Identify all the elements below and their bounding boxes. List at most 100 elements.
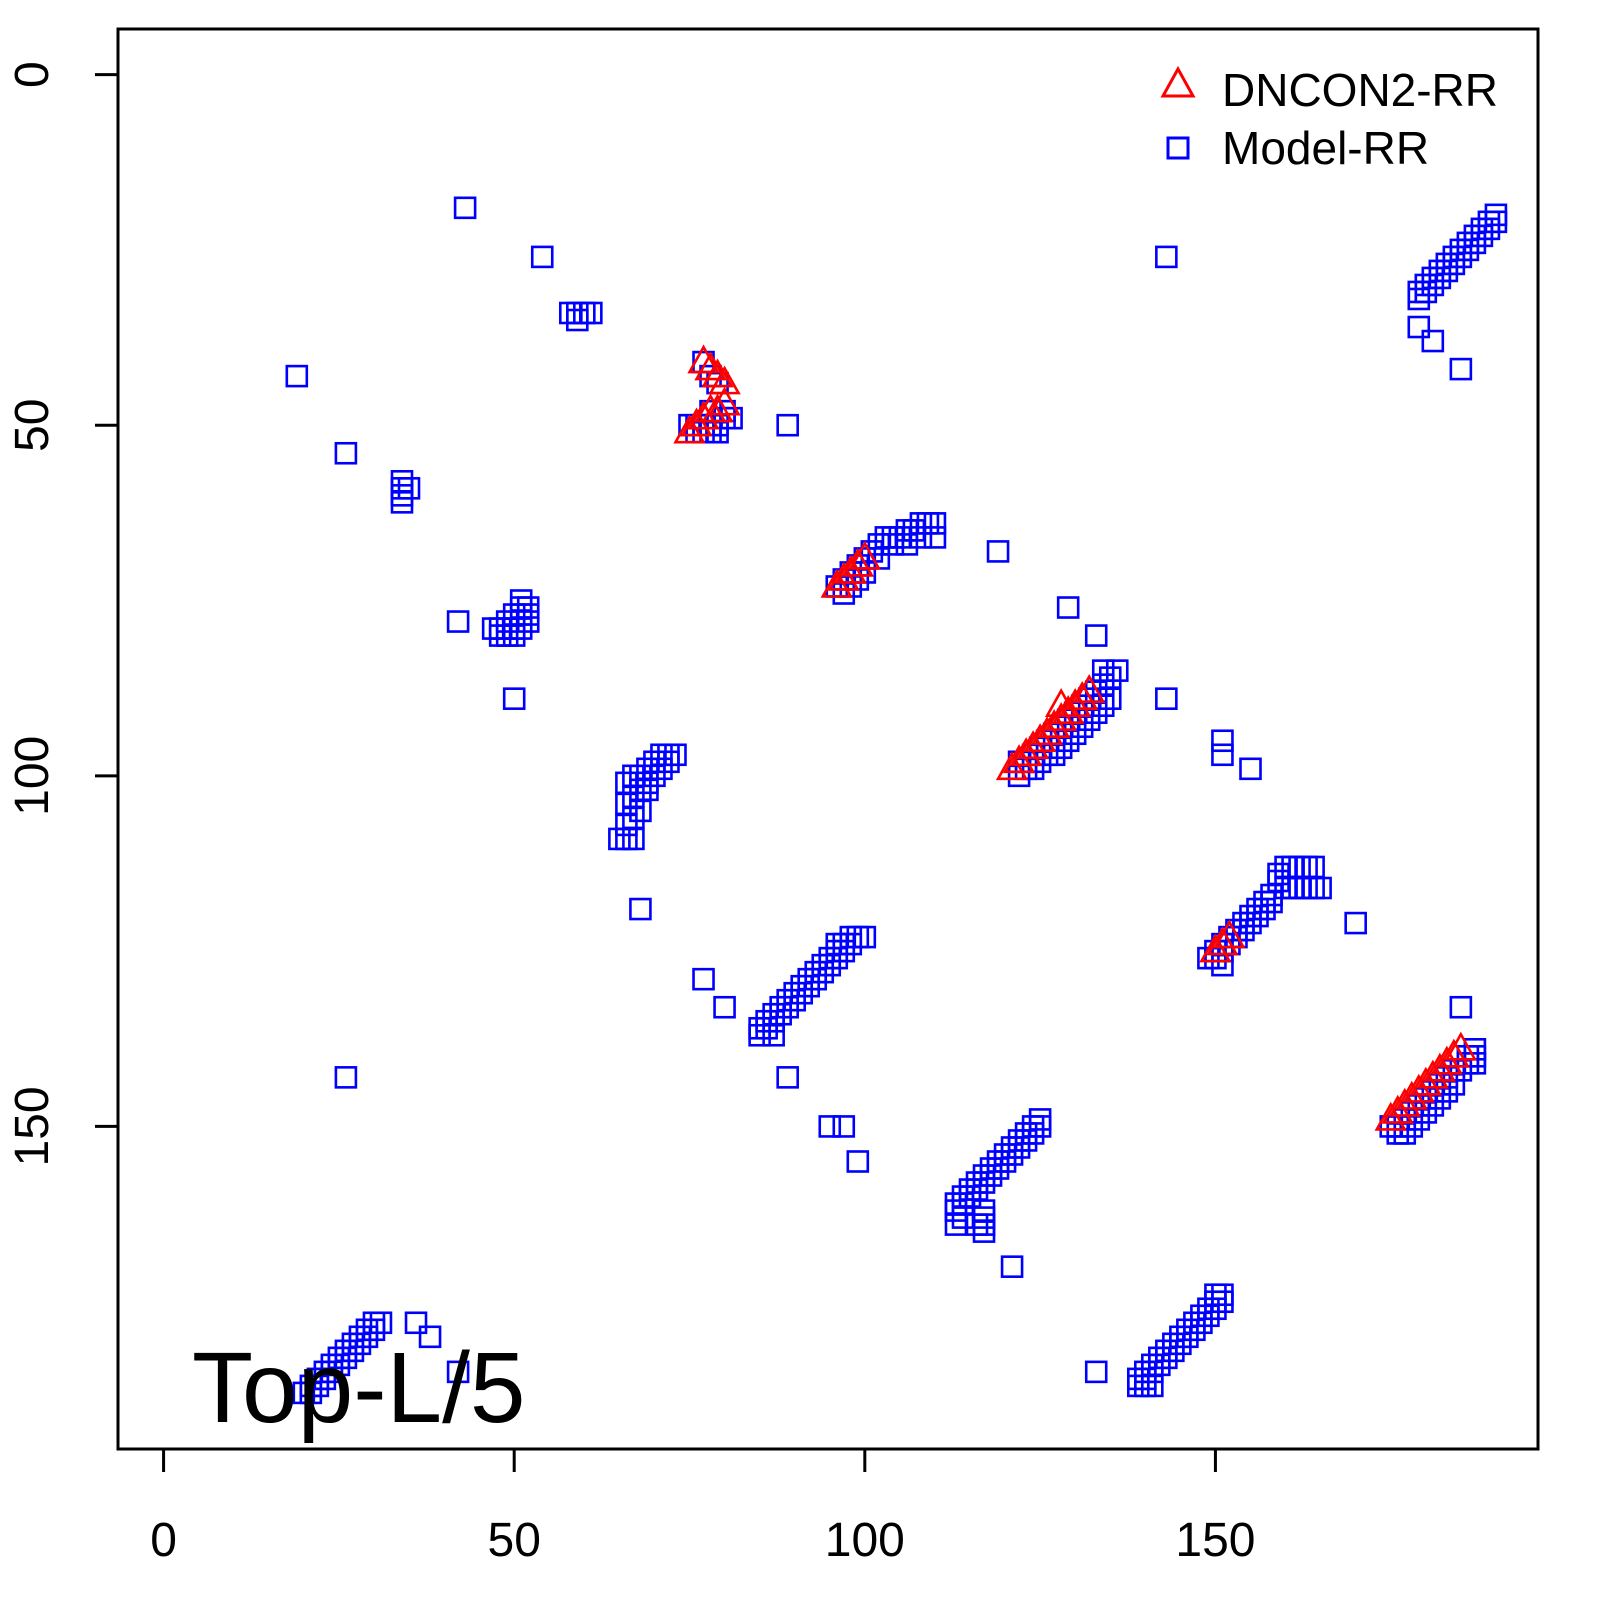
- y-tick-label: 150: [6, 1086, 59, 1166]
- point-model-rr: [972, 1220, 996, 1243]
- point-model-rr: [846, 1150, 870, 1173]
- point-model-rr: [797, 974, 821, 998]
- point-model-rr: [1435, 259, 1459, 283]
- point-dncon2-rr: [673, 414, 706, 444]
- point-dncon2-rr: [680, 407, 713, 437]
- point-model-rr: [1449, 357, 1473, 381]
- point-model-rr: [404, 1311, 428, 1335]
- legend-marker-model-rr: [1166, 136, 1190, 160]
- point-model-rr: [832, 1115, 856, 1138]
- point-model-rr: [418, 1325, 442, 1349]
- point-model-rr: [1428, 266, 1452, 290]
- point-model-rr: [657, 750, 680, 774]
- point-model-rr: [1169, 1332, 1192, 1356]
- point-model-rr: [1407, 287, 1431, 311]
- point-model-rr: [446, 610, 470, 633]
- point-model-rr: [825, 932, 849, 956]
- point-model-rr: [664, 743, 687, 767]
- legend-label-dncon2-rr: DNCON2-RR: [1222, 64, 1498, 116]
- point-model-rr: [566, 308, 589, 332]
- point-model-rr: [692, 967, 715, 991]
- point-dncon2-rr: [848, 540, 882, 570]
- point-model-rr: [1260, 890, 1283, 914]
- point-model-rr: [909, 526, 933, 549]
- annotation-label: Top-L/5: [192, 1332, 526, 1444]
- point-model-rr: [986, 540, 1010, 563]
- point-model-rr: [979, 1164, 1003, 1187]
- point-model-rr: [629, 897, 652, 921]
- point-dncon2-rr: [1402, 1073, 1436, 1103]
- point-model-rr: [1105, 659, 1129, 682]
- point-dncon2-rr: [1009, 737, 1043, 767]
- point-model-rr: [790, 981, 814, 1005]
- point-model-rr: [516, 610, 540, 633]
- point-dncon2-rr: [1395, 1080, 1428, 1110]
- point-dncon2-rr: [820, 568, 853, 598]
- point-model-rr: [1246, 904, 1269, 928]
- point-model-rr: [755, 1016, 778, 1040]
- point-model-rr: [1484, 210, 1508, 234]
- point-dncon2-rr: [687, 400, 720, 430]
- point-model-rr: [285, 364, 309, 388]
- point-model-rr: [839, 932, 863, 956]
- point-dncon2-rr: [1206, 926, 1239, 956]
- point-dncon2-rr: [1430, 1045, 1464, 1075]
- point-dncon2-rr: [1044, 688, 1078, 717]
- point-model-rr: [334, 1066, 358, 1089]
- point-dncon2-rr: [834, 554, 868, 584]
- point-model-rr: [1204, 1297, 1227, 1321]
- point-model-rr: [1155, 245, 1178, 269]
- point-model-rr: [362, 1318, 386, 1342]
- point-model-rr: [348, 1332, 372, 1356]
- point-dncon2-rr: [1030, 716, 1064, 746]
- point-model-rr: [299, 1381, 323, 1405]
- point-model-rr: [1162, 1339, 1185, 1363]
- point-model-rr: [446, 1360, 470, 1384]
- point-model-rr: [1014, 1129, 1038, 1152]
- point-dncon2-rr: [1374, 1101, 1407, 1131]
- point-model-rr: [1141, 1360, 1164, 1384]
- point-model-rr: [1414, 280, 1438, 304]
- point-model-rr: [762, 1023, 785, 1047]
- point-model-rr: [986, 1157, 1010, 1180]
- point-model-rr: [1211, 1290, 1234, 1314]
- point-model-rr: [1028, 1115, 1052, 1138]
- point-model-rr: [650, 757, 673, 781]
- point-dncon2-rr: [1016, 730, 1050, 760]
- point-dncon2-rr: [1037, 709, 1071, 739]
- point-dncon2-rr: [694, 351, 727, 381]
- point-dncon2-rr: [841, 547, 875, 577]
- point-model-rr: [1155, 1346, 1178, 1370]
- point-model-rr: [355, 1325, 379, 1349]
- point-model-rr: [832, 939, 856, 963]
- point-dncon2-rr: [687, 344, 720, 374]
- point-dncon2-rr: [1199, 933, 1232, 963]
- legend-marker-dncon2-rr: [1160, 65, 1196, 98]
- point-model-rr: [1470, 224, 1494, 248]
- point-model-rr: [1456, 238, 1480, 262]
- point-model-rr: [1056, 596, 1080, 619]
- point-model-rr: [580, 301, 603, 325]
- y-tick-label: 0: [6, 61, 59, 88]
- point-dncon2-rr: [1381, 1094, 1414, 1124]
- point-model-rr: [783, 988, 806, 1012]
- point-model-rr: [923, 512, 947, 535]
- point-model-rr: [334, 441, 358, 465]
- point-model-rr: [306, 1374, 330, 1398]
- point-model-rr: [643, 764, 666, 788]
- point-model-rr: [341, 1339, 365, 1363]
- point-model-rr: [776, 413, 799, 437]
- point-model-rr: [776, 995, 799, 1019]
- point-model-rr: [923, 526, 947, 549]
- point-model-rr: [1449, 995, 1473, 1019]
- point-model-rr: [804, 967, 828, 991]
- point-model-rr: [313, 1367, 337, 1391]
- point-dncon2-rr: [1051, 695, 1085, 725]
- point-model-rr: [1442, 252, 1466, 276]
- point-model-rr: [334, 1346, 358, 1370]
- point-model-rr: [1155, 687, 1178, 710]
- point-model-rr: [818, 1115, 842, 1138]
- point-dncon2-rr: [1213, 919, 1246, 949]
- point-model-rr: [1176, 1325, 1199, 1349]
- point-model-rr: [944, 1199, 968, 1222]
